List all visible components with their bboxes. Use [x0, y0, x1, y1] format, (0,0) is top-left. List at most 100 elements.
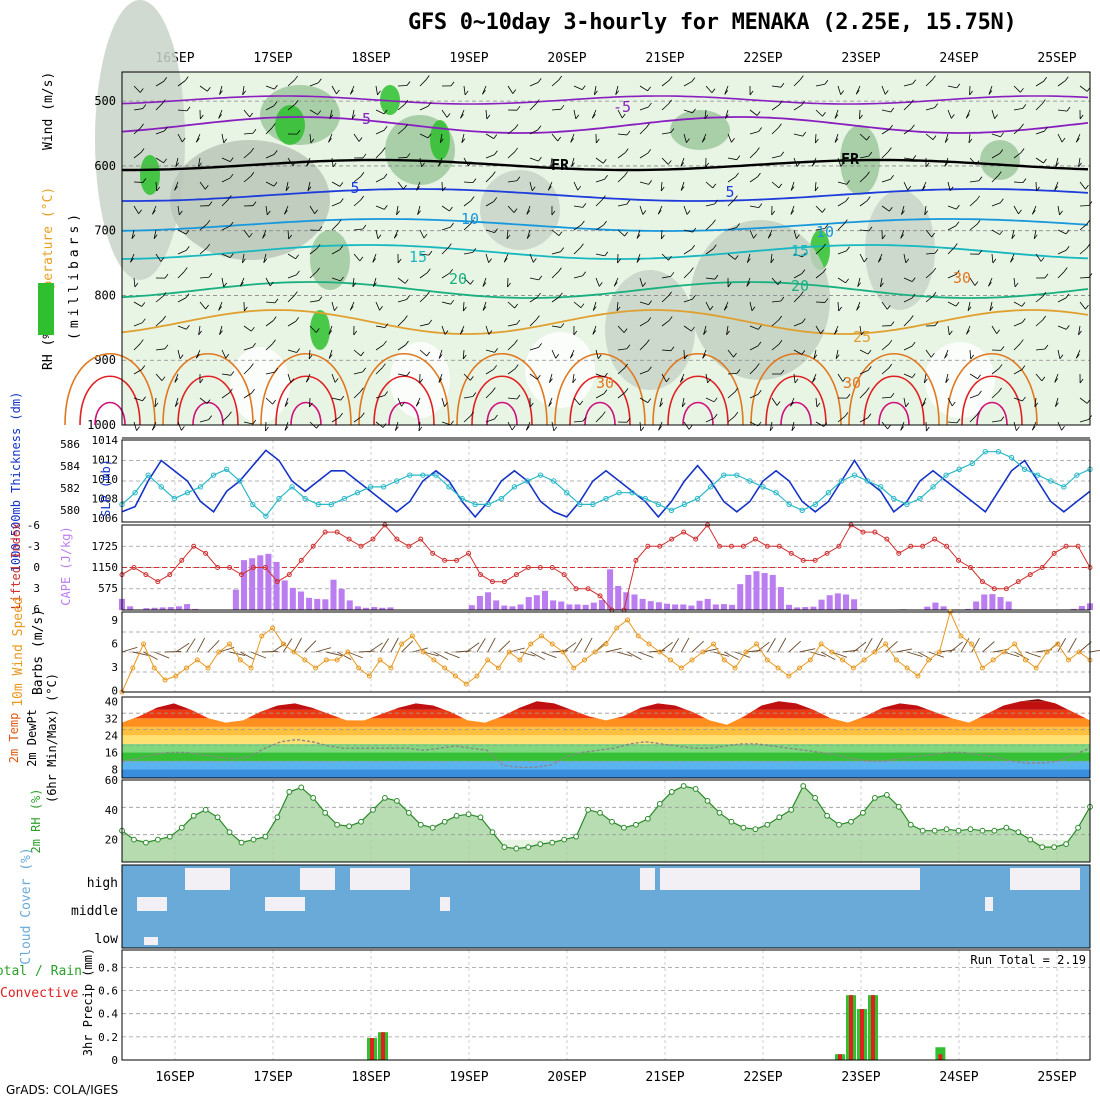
thickness-point	[289, 484, 295, 490]
cape-bar	[997, 597, 1004, 610]
wind-barb-flag	[250, 147, 255, 153]
rh-point	[752, 826, 759, 833]
wind-barb	[199, 397, 208, 404]
freezing-level	[122, 158, 1089, 172]
thickness-point	[1074, 472, 1080, 478]
cloud-middle-clear	[440, 897, 450, 911]
lifted-index-point	[346, 536, 352, 542]
wind-barb	[881, 128, 890, 135]
wind-barb	[485, 109, 488, 119]
wind-barb-flag	[1022, 396, 1026, 402]
wind-barb	[221, 373, 231, 376]
wind-barb	[1013, 421, 1017, 431]
wind-barb	[771, 104, 780, 111]
wind-barb-flag	[491, 171, 496, 176]
wind-speed-point	[302, 657, 308, 663]
isotherm-40-bubble	[290, 401, 322, 426]
panel-ylabel: (6hr Min/Max) (°C)	[45, 673, 59, 803]
rh-point	[979, 827, 986, 834]
wind-barb-flag	[314, 209, 318, 214]
wind-barb	[243, 151, 252, 159]
wind-barb-flag	[1059, 210, 1063, 216]
rh-tick-label: 40	[105, 804, 118, 817]
wind-barb-flag	[292, 161, 297, 166]
wind-barb-flag	[733, 352, 737, 358]
lifted-index-point	[585, 586, 591, 592]
wind-barb	[837, 277, 846, 284]
cape-bar	[566, 604, 573, 610]
cape-bar	[802, 607, 809, 610]
wind-barb-flag	[138, 209, 142, 214]
wind-barb-flag	[575, 114, 580, 120]
wind-barb-flag	[383, 125, 388, 131]
wind-barb	[881, 301, 888, 310]
wind-barb	[309, 82, 319, 87]
lifted-index-point	[657, 543, 663, 549]
wind-barb-flag	[727, 282, 732, 288]
precip-convective-label: Convective	[0, 986, 78, 1001]
lifted-index-point	[191, 543, 197, 549]
wind-barb	[221, 415, 229, 423]
wind-barb	[703, 325, 707, 335]
wind-barb	[639, 421, 642, 431]
wind-barb-flag	[242, 90, 246, 96]
wind-barb-flag	[582, 416, 587, 422]
wind-barb-flag	[405, 340, 409, 346]
wind-barb	[177, 80, 186, 87]
wind-barb-flag	[790, 210, 795, 215]
wind-barb-flag	[426, 268, 431, 273]
wind-barb-flag	[624, 148, 629, 153]
wind-barb	[683, 271, 691, 279]
wind-barb-flag	[571, 162, 575, 167]
lifted-index-point	[513, 572, 519, 578]
wind-barb-flag	[360, 387, 364, 392]
wind-barb-flag	[978, 176, 983, 182]
wind-barb-flag	[272, 316, 277, 321]
wind-barb-10m	[1057, 637, 1067, 653]
cape-bar	[672, 604, 679, 610]
isotherm-35-bubble	[569, 375, 631, 426]
cape-bar	[655, 602, 662, 610]
lifted-index-point	[956, 557, 962, 563]
cape-bar	[281, 580, 288, 610]
slp-tick-label: 1008	[92, 493, 119, 506]
wind-barb	[991, 133, 1001, 138]
wind-barb-flag	[488, 330, 493, 335]
wind-barb-flag	[174, 402, 179, 407]
wind-barb-flag	[998, 364, 1003, 369]
wind-barb	[793, 322, 803, 327]
cape-bar	[167, 607, 174, 610]
rh-point	[668, 789, 675, 795]
lifted-index-point	[884, 536, 890, 542]
date-label-top: 19SEP	[449, 51, 488, 66]
wind-barb-flag	[642, 282, 646, 287]
rh-point	[597, 809, 603, 816]
date-label-top: 22SEP	[743, 51, 782, 66]
wind-barb	[419, 272, 428, 279]
thickness-point	[223, 466, 230, 472]
wind-barb-flag	[130, 258, 134, 263]
wind-barb-10m	[132, 651, 149, 656]
wind-barb	[331, 85, 337, 95]
wind-barb-flag	[181, 426, 185, 431]
wind-barb	[308, 349, 311, 359]
lifted-index-point	[274, 579, 280, 585]
wind-barb-flag	[442, 186, 446, 192]
wind-barb	[219, 85, 223, 95]
wind-barb-flag	[1065, 293, 1070, 299]
wind-barb-flag	[1078, 330, 1082, 336]
wind-barb	[969, 394, 979, 399]
wind-barb-10m	[756, 641, 770, 653]
thickness-point	[1048, 478, 1054, 484]
slp-line	[121, 449, 1091, 519]
wind-barb	[507, 323, 517, 327]
wind-barb-10m	[734, 651, 751, 658]
wind-barb-flag	[724, 90, 729, 95]
rh-point	[919, 827, 926, 834]
wind-barb	[482, 301, 487, 311]
wind-barb-flag	[1040, 257, 1045, 262]
cloud-middle-clear	[265, 897, 305, 911]
wind-barb-flag	[905, 402, 910, 408]
wind-barb-flag	[624, 363, 628, 369]
wind-barb-flag	[758, 203, 763, 208]
